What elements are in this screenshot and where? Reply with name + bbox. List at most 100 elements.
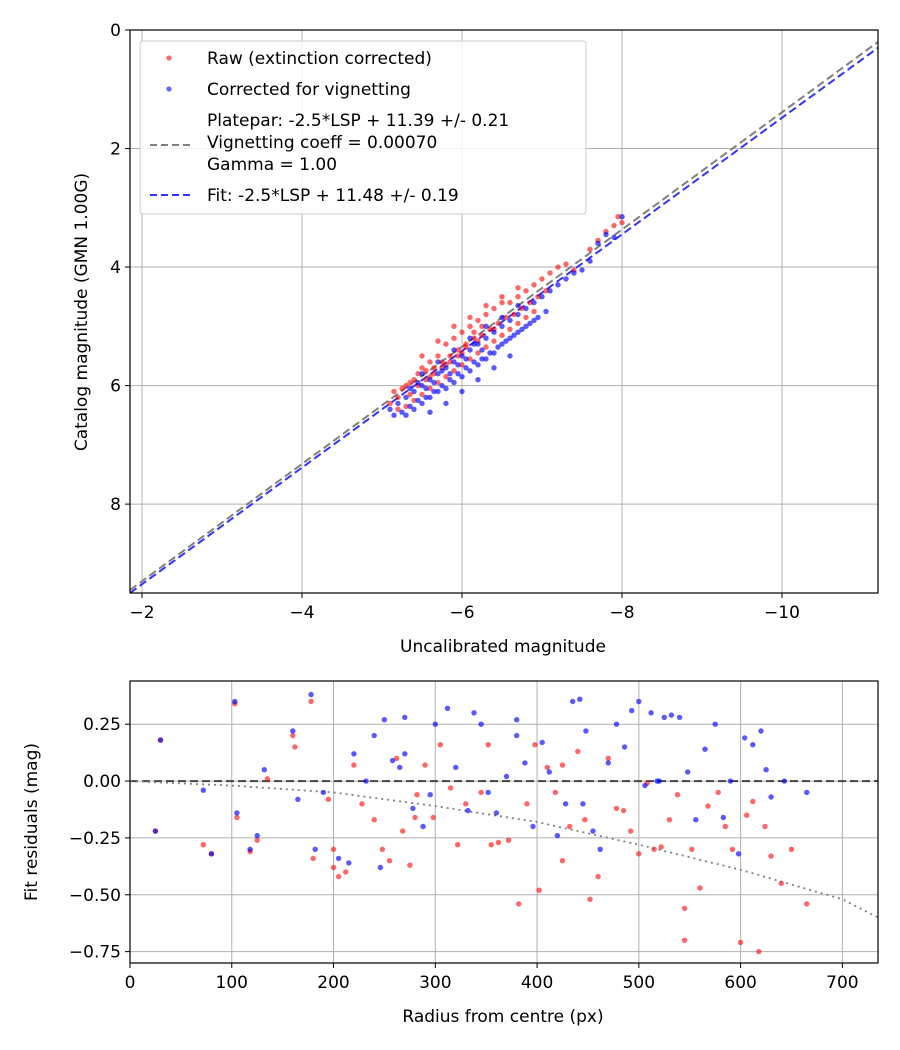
corrected-point [522,760,528,766]
x-tick-label: 100 [216,973,248,993]
corrected-point [455,371,461,377]
raw-point [455,842,461,848]
raw-point [423,377,429,383]
corrected-point [308,691,314,698]
raw-point [403,382,409,389]
corrected-point [479,347,485,353]
corrected-point [636,698,642,705]
corrected-point [152,828,159,834]
raw-point [475,350,481,356]
corrected-point [395,400,401,407]
raw-point [451,368,457,374]
corrected-point [768,794,774,800]
raw-point [439,359,445,365]
corrected-point [507,353,513,359]
raw-point [524,801,530,807]
raw-point [393,755,400,761]
raw-point [507,326,513,332]
raw-point [587,246,593,252]
corrected-point [781,778,788,784]
legend-label-platepar-1: Platepar: -2.5*LSP + 11.39 +/- 0.21 [207,111,509,131]
corrected-point [629,707,635,714]
corrected-point [619,214,625,220]
corrected-point [483,323,489,329]
corrected-point [411,406,417,412]
legend-label-fit: Fit: -2.5*LSP + 11.48 +/- 0.19 [207,186,459,206]
raw-point [619,219,625,226]
corrected-point [597,846,603,852]
x-tick-label: 600 [724,973,756,993]
corrected-point [403,412,409,418]
corrected-point [427,377,433,383]
raw-point [351,762,357,768]
corrected-point [431,379,437,386]
raw-point [343,869,349,875]
corrected-point [391,412,397,418]
corrected-point [483,356,489,362]
raw-point [515,285,521,291]
corrected-point [523,305,529,312]
corrected-point [475,341,481,347]
corrected-point [254,832,260,839]
corrected-point [543,308,549,315]
y-tick-label: −0.75 [69,943,121,963]
raw-point [455,347,461,353]
corrected-point [642,782,648,789]
bottom-xlabel: Radius from centre (px) [402,1007,603,1027]
raw-point [491,305,497,312]
raw-point [411,397,417,404]
corrected-point [261,767,267,773]
corrected-point [727,778,734,784]
raw-point [804,901,810,907]
raw-point [200,842,206,848]
raw-point [737,939,744,946]
raw-point [264,776,271,782]
raw-point [459,329,465,335]
raw-point [689,846,695,852]
raw-point [451,335,457,341]
raw-point [555,264,561,270]
raw-point [455,353,461,359]
corrected-point [335,855,342,862]
raw-point [559,762,566,768]
raw-point [531,308,537,315]
corrected-point [539,739,545,746]
raw-point [620,807,627,814]
line-fit [130,46,878,593]
corrected-point [555,282,561,288]
corrected-point [475,377,481,383]
corrected-point [656,778,662,784]
corrected-point [419,382,425,389]
raw-point [750,798,756,805]
corrected-point [503,773,510,780]
raw-point [427,359,433,365]
corrected-point [750,742,756,748]
corrected-point [471,710,477,716]
raw-point [399,385,405,392]
raw-point [435,353,441,359]
corrected-point [415,379,421,386]
corrected-point [475,362,481,368]
raw-point [495,839,502,846]
corrected-point [403,394,409,401]
corrected-point [611,234,617,241]
raw-point [419,365,425,371]
corrected-point [648,710,654,716]
corrected-point [546,769,552,775]
raw-point [552,789,559,796]
raw-point [391,388,397,395]
raw-point [515,320,521,327]
raw-point [587,896,593,902]
corrected-point [478,721,484,727]
raw-point [467,356,473,362]
corrected-point [579,267,585,273]
corrected-point [381,717,388,723]
corrected-point [562,801,569,807]
raw-point [527,299,533,306]
legend-label-corrected: Corrected for vignetting [207,80,411,100]
raw-point [407,391,413,398]
raw-point [515,294,521,300]
corrected-point [419,371,425,377]
